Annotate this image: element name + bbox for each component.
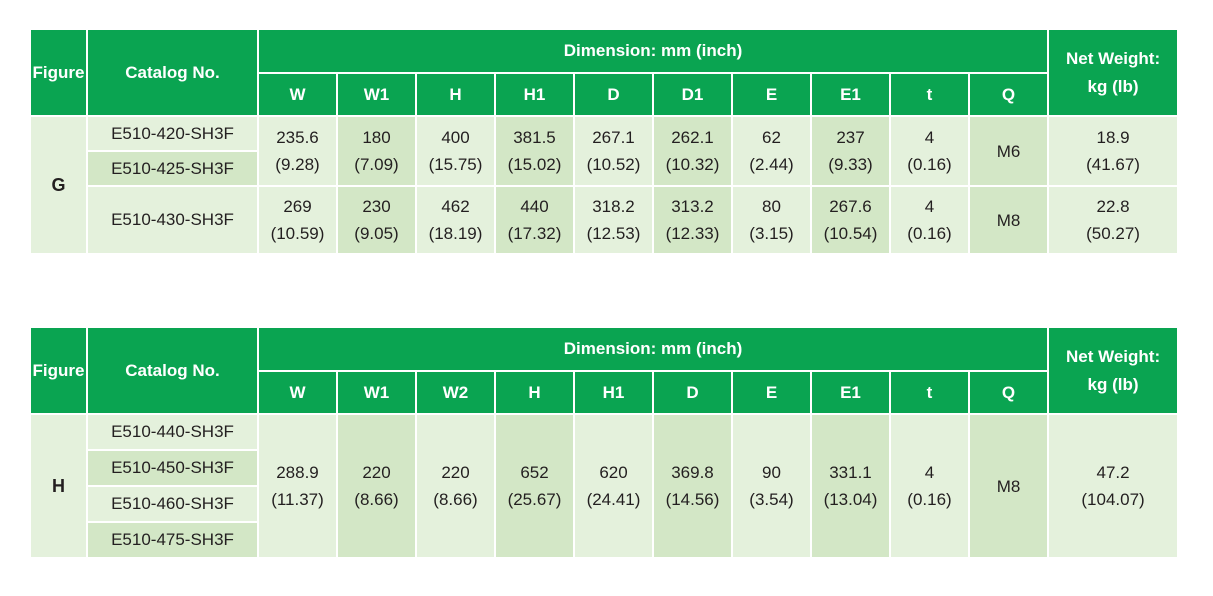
- dimension-header: Dimension: mm (inch): [256, 28, 1050, 74]
- weight-unit-label: kg (lb): [1087, 374, 1139, 394]
- catalog-header: Catalog No.: [86, 28, 259, 117]
- spec-table-h: Figure Catalog No. Dimension: mm (inch) …: [29, 326, 1180, 559]
- value-cell-weight: 22.8 (50.27): [1047, 185, 1180, 255]
- figure-header: Figure: [29, 326, 88, 415]
- column-header-h1: H1: [494, 72, 575, 117]
- spec-table-g: Figure Catalog No. Dimension: mm (inch) …: [29, 28, 1180, 255]
- column-header-e: E: [731, 72, 812, 117]
- value-cell-d1: 262.1 (10.32): [652, 115, 733, 187]
- value-cell-q: M6: [967, 115, 1050, 187]
- catalog-number: E510-450-SH3F: [86, 449, 259, 487]
- value-cell-h1: 620 (24.41): [573, 413, 654, 559]
- value-cell-w1: 230 (9.05): [336, 185, 417, 255]
- value-cell-h1: 381.5 (15.02): [494, 115, 575, 187]
- column-header-d1: D1: [652, 72, 733, 117]
- value-cell-e: 90 (3.54): [731, 413, 812, 559]
- column-header-d: D: [573, 72, 654, 117]
- figure-label: G: [29, 115, 88, 255]
- catalog-number: E510-440-SH3F: [86, 413, 259, 451]
- catalog-header: Catalog No.: [86, 326, 259, 415]
- figure-header: Figure: [29, 28, 88, 117]
- net-weight-header: Net Weight: kg (lb): [1047, 28, 1180, 117]
- catalog-number: E510-460-SH3F: [86, 485, 259, 523]
- column-header-t: t: [889, 72, 970, 117]
- value-cell-w2: 220 (8.66): [415, 413, 496, 559]
- column-header-e1: E1: [810, 72, 891, 117]
- value-cell-t: 4 (0.16): [889, 115, 970, 187]
- value-cell-w: 269 (10.59): [257, 185, 338, 255]
- dimension-header: Dimension: mm (inch): [256, 326, 1050, 372]
- value-cell-e: 80 (3.15): [731, 185, 812, 255]
- value-cell-q: M8: [967, 185, 1050, 255]
- value-cell-t: 4 (0.16): [889, 413, 970, 559]
- value-cell-w: 235.6 (9.28): [257, 115, 338, 187]
- value-cell-e: 62 (2.44): [731, 115, 812, 187]
- value-cell-w: 288.9 (11.37): [257, 413, 338, 559]
- figure-label: H: [29, 413, 88, 559]
- column-header-w1: W1: [336, 370, 417, 415]
- catalog-number: E510-425-SH3F: [86, 150, 259, 187]
- column-header-w1: W1: [336, 72, 417, 117]
- value-cell-e1: 237 (9.33): [810, 115, 891, 187]
- value-cell-w1: 220 (8.66): [336, 413, 417, 559]
- column-header-h1: H1: [573, 370, 654, 415]
- value-cell-h: 462 (18.19): [415, 185, 496, 255]
- column-header-e1: E1: [810, 370, 891, 415]
- value-cell-q: M8: [967, 413, 1050, 559]
- value-cell-h1: 440 (17.32): [494, 185, 575, 255]
- column-header-w: W: [257, 370, 338, 415]
- weight-unit-label: kg (lb): [1087, 76, 1139, 96]
- column-header-q: Q: [967, 370, 1050, 415]
- value-cell-weight: 18.9 (41.67): [1047, 115, 1180, 187]
- value-cell-e1: 331.1 (13.04): [810, 413, 891, 559]
- column-header-t: t: [889, 370, 970, 415]
- value-cell-d: 369.8 (14.56): [652, 413, 733, 559]
- value-cell-e1: 267.6 (10.54): [810, 185, 891, 255]
- value-cell-weight: 47.2 (104.07): [1047, 413, 1180, 559]
- value-cell-h: 400 (15.75): [415, 115, 496, 187]
- column-header-w2: W2: [415, 370, 496, 415]
- net-weight-label: Net Weight:: [1065, 346, 1161, 366]
- column-header-d: D: [652, 370, 733, 415]
- column-header-w: W: [257, 72, 338, 117]
- value-cell-d: 318.2 (12.53): [573, 185, 654, 255]
- net-weight-label: Net Weight:: [1065, 48, 1161, 68]
- value-cell-h: 652 (25.67): [494, 413, 575, 559]
- catalog-number: E510-420-SH3F: [86, 115, 259, 152]
- value-cell-d1: 313.2 (12.33): [652, 185, 733, 255]
- value-cell-w1: 180 (7.09): [336, 115, 417, 187]
- column-header-h: H: [415, 72, 496, 117]
- column-header-e: E: [731, 370, 812, 415]
- value-cell-t: 4 (0.16): [889, 185, 970, 255]
- net-weight-header: Net Weight: kg (lb): [1047, 326, 1180, 415]
- column-header-h: H: [494, 370, 575, 415]
- value-cell-d: 267.1 (10.52): [573, 115, 654, 187]
- catalog-number: E510-475-SH3F: [86, 521, 259, 559]
- catalog-number: E510-430-SH3F: [86, 185, 259, 255]
- column-header-q: Q: [967, 72, 1050, 117]
